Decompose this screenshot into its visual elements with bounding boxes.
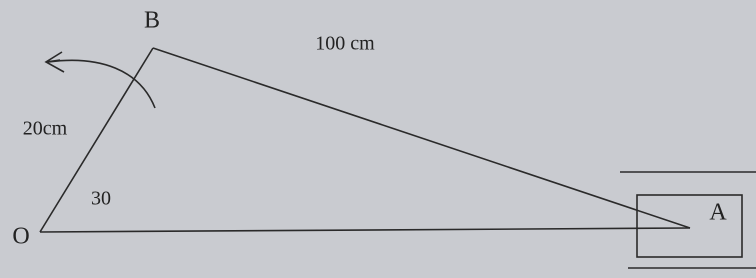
rod-length-label: 100 cm <box>315 33 375 55</box>
background <box>0 0 756 278</box>
crank-length-label: 20cm <box>23 118 68 140</box>
point-o-label: O <box>12 224 29 250</box>
point-a-label: A <box>709 200 727 226</box>
crank-angle-label: 30 <box>91 188 111 210</box>
point-b-label: B <box>144 8 160 34</box>
mechanism-diagram: B 100 cm 20cm 30 O A <box>0 0 756 278</box>
